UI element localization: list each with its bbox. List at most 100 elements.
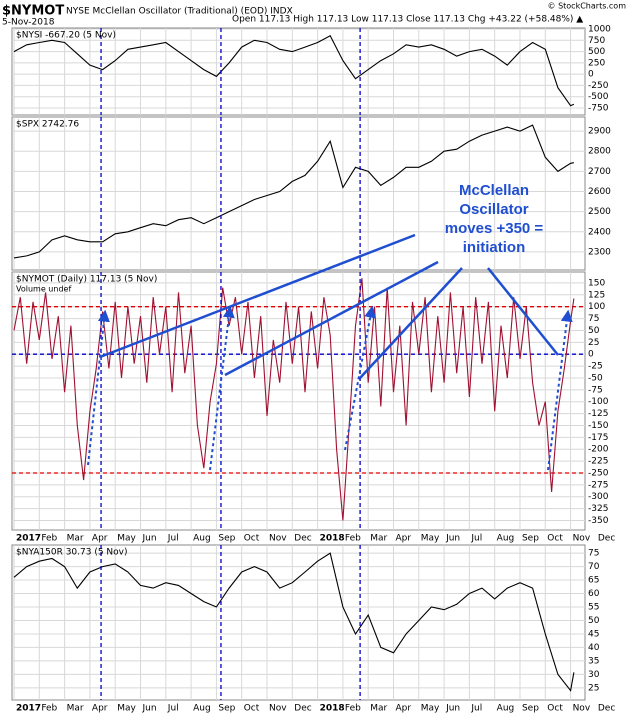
annotation: Oscillator <box>459 201 528 218</box>
x-tick-label: Jul <box>470 534 482 544</box>
y-tick-label: -350 <box>588 516 609 526</box>
y-tick-label: 0 <box>588 70 594 80</box>
arrow <box>344 305 377 451</box>
y-tick-label: 2500 <box>588 207 611 217</box>
x-tick-label: Apr <box>395 534 411 544</box>
x-tick-label: 2017 <box>16 704 41 714</box>
x-tick-label: Aug <box>193 534 211 544</box>
arrows <box>87 305 573 471</box>
x-tick-label: Oct <box>244 534 260 544</box>
x-tick-label: Jun <box>445 534 460 544</box>
y-tick-label: -150 <box>588 421 609 431</box>
quote: Open 117.13 High 117.13 Low 117.13 Close… <box>232 15 583 25</box>
trend-line <box>359 267 463 379</box>
x-tick-label: Sep <box>522 534 539 544</box>
annotation: initiation <box>463 239 526 256</box>
x-tick-label: Dec <box>294 704 311 714</box>
y-tick-label: 50 <box>588 616 600 626</box>
data-line <box>13 124 574 259</box>
x-tick-label: 2018 <box>320 534 345 544</box>
x-tick-label: Feb <box>345 704 361 714</box>
x-tick-label: Mar <box>67 534 84 544</box>
x-tick-label: Jul <box>470 704 482 714</box>
trend-line <box>99 233 416 359</box>
x-tick-label: Oct <box>244 704 260 714</box>
description: NYSE McClellan Oscillator (Traditional) … <box>66 7 293 17</box>
y-tick-label: -175 <box>588 433 608 443</box>
y-tick-label: 0 <box>588 350 594 360</box>
y-tick-label: -750 <box>588 104 609 114</box>
y-tick-label: 2300 <box>588 247 611 257</box>
x-tick-label: Nov <box>269 704 287 714</box>
panel-subtitle: Volume undef <box>16 285 71 294</box>
trend-lines <box>99 233 559 379</box>
y-tick-label: 55 <box>588 603 599 613</box>
y-tick-label: -275 <box>588 480 608 490</box>
y-tick-label: 2600 <box>588 187 611 197</box>
y-tick-label: 30 <box>588 670 600 680</box>
y-tick-label: 2800 <box>588 147 611 157</box>
x-tick-label: Oct <box>547 534 563 544</box>
x-tick-label: Nov <box>269 534 287 544</box>
y-tick-label: -250 <box>588 81 609 91</box>
x-tick-label: 2018 <box>320 704 345 714</box>
y-tick-label: -50 <box>588 373 603 383</box>
y-tick-label: -500 <box>588 92 609 102</box>
panel-frame <box>11 27 586 116</box>
x-tick-label: Nov <box>573 704 591 714</box>
y-tick-label: 25 <box>588 338 599 348</box>
arrow <box>209 305 235 471</box>
y-tick-label: 25 <box>588 683 599 693</box>
y-tick-label: 2900 <box>588 127 611 137</box>
x-tick-label: Apr <box>92 534 108 544</box>
arrow <box>87 309 110 466</box>
y-tick-label: -225 <box>588 457 608 467</box>
x-tick-label: Jul <box>167 534 179 544</box>
x-tick-label: Dec <box>294 534 311 544</box>
trend-line <box>487 267 559 356</box>
x-tick-label: Jun <box>142 534 157 544</box>
x-tick-label: Jul <box>167 704 179 714</box>
y-tick-label: 35 <box>588 656 599 666</box>
y-tick-label: 2400 <box>588 227 611 237</box>
x-tick-label: Jun <box>142 704 157 714</box>
panel-title: $NYSI -667.20 (5 Nov) <box>16 31 116 41</box>
y-tick-label: -100 <box>588 397 609 407</box>
panel-title: $SPX 2742.76 <box>16 120 79 130</box>
x-tick-label: Apr <box>92 704 108 714</box>
y-tick-label: 70 <box>588 562 600 572</box>
x-tick-label: Sep <box>522 704 539 714</box>
y-tick-label: -25 <box>588 362 603 372</box>
data-line <box>13 552 575 692</box>
y-tick-label: 500 <box>588 47 605 57</box>
data-line <box>13 278 575 521</box>
x-tick-label: Aug <box>497 704 515 714</box>
x-tick-label: Apr <box>395 704 411 714</box>
source: © StockCharts.com <box>548 2 627 11</box>
x-tick-label: Feb <box>41 704 57 714</box>
y-tick-label: 40 <box>588 643 600 653</box>
annotation: McClellan <box>459 182 529 199</box>
y-tick-label: -250 <box>588 468 609 478</box>
panel-frame <box>11 271 586 531</box>
x-tick-label: Aug <box>193 704 211 714</box>
y-tick-label: 45 <box>588 629 599 639</box>
y-tick-label: -300 <box>588 492 609 502</box>
y-tick-label: 750 <box>588 36 605 46</box>
x-tick-label: Mar <box>370 704 387 714</box>
y-tick-label: -200 <box>588 445 609 455</box>
y-tick-label: 150 <box>588 278 605 288</box>
symbol: $NYMOT <box>2 4 64 19</box>
x-tick-label: Jun <box>445 704 460 714</box>
date: 5-Nov-2018 <box>2 18 55 28</box>
panel-frame <box>11 116 586 271</box>
panel-frame <box>11 544 586 701</box>
x-tick-label: Feb <box>41 534 57 544</box>
y-tick-label: -75 <box>588 385 603 395</box>
x-tick-label: Oct <box>547 704 563 714</box>
y-tick-label: 50 <box>588 326 600 336</box>
x-tick-label: May <box>421 704 440 714</box>
